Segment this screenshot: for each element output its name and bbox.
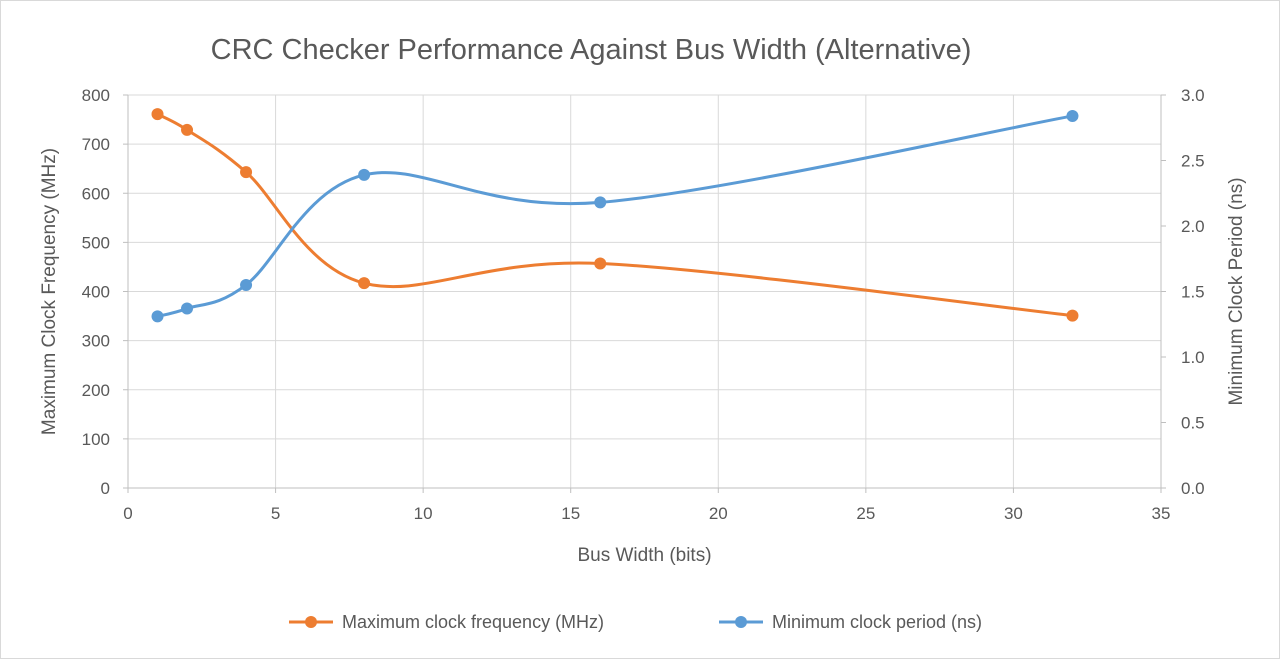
data-point	[181, 123, 194, 136]
chart-title: CRC Checker Performance Against Bus Widt…	[211, 34, 972, 66]
data-point	[594, 196, 607, 209]
y-tick-label: 400	[82, 283, 110, 302]
data-point	[1066, 109, 1079, 122]
series-0	[151, 108, 1079, 322]
data-point	[358, 277, 371, 290]
x-tick-label: 20	[709, 504, 728, 523]
axes: 0 100 200 300 400 500 600 700 800 0 5 10 15 20 25 30 35 0…	[82, 86, 1205, 523]
data-point	[151, 310, 164, 323]
y2-tick-label: 2.5	[1181, 152, 1205, 171]
data-point	[594, 257, 607, 270]
legend-label: Maximum clock frequency (MHz)	[342, 612, 604, 632]
x-tick-label: 30	[1004, 504, 1023, 523]
grid	[128, 94, 1161, 488]
y-tick-label: 0	[101, 479, 110, 498]
series-line	[156, 112, 1074, 318]
legend: Maximum clock frequency (MHz) Minimum clo…	[289, 612, 982, 632]
x-tick-label: 5	[271, 504, 280, 523]
y2-tick-label: 0.0	[1181, 479, 1205, 498]
x-tick-label: 25	[856, 504, 875, 523]
x-tick-label: 10	[414, 504, 433, 523]
y-tick-label: 100	[82, 430, 110, 449]
x-tick-label: 15	[561, 504, 580, 523]
y-tick-label: 500	[82, 233, 110, 252]
y-tick-label: 200	[82, 381, 110, 400]
data-point	[358, 168, 371, 181]
series-1	[151, 109, 1079, 323]
y2-axis-title: Minimum Clock Period (ns)	[1226, 177, 1247, 405]
legend-label: Minimum clock period (ns)	[772, 612, 982, 632]
data-point	[151, 108, 164, 121]
series-line	[156, 114, 1074, 318]
x-tick-label: 35	[1152, 504, 1171, 523]
legend-marker	[305, 616, 317, 628]
series-layer	[151, 108, 1079, 323]
x-axis-title: Bus Width (bits)	[577, 545, 711, 566]
legend-item: Maximum clock frequency (MHz)	[289, 612, 604, 632]
data-point	[240, 166, 253, 179]
x-tick-label: 0	[123, 504, 132, 523]
y2-tick-label: 3.0	[1181, 86, 1205, 105]
y-tick-label: 800	[82, 86, 110, 105]
legend-marker	[735, 616, 747, 628]
y-tick-label: 700	[82, 135, 110, 154]
y-axis-title: Maximum Clock Frequency (MHz)	[39, 148, 60, 435]
y-tick-label: 300	[82, 332, 110, 351]
data-point	[240, 278, 253, 291]
y2-tick-label: 0.5	[1181, 414, 1205, 433]
data-point	[181, 302, 194, 315]
y-tick-label: 600	[82, 184, 110, 203]
legend-item: Minimum clock period (ns)	[719, 612, 982, 632]
y2-tick-label: 1.5	[1181, 283, 1205, 302]
y2-tick-label: 1.0	[1181, 348, 1205, 367]
y2-tick-label: 2.0	[1181, 217, 1205, 236]
data-point	[1066, 309, 1079, 322]
